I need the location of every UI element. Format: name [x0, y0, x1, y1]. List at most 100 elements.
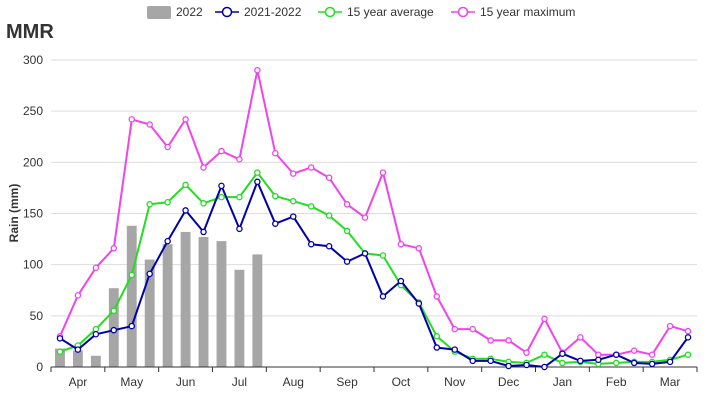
series-point	[684, 327, 692, 335]
x-tick-label: Oct	[392, 375, 411, 389]
series-point	[254, 169, 261, 176]
series-point	[666, 358, 674, 366]
bar-2022	[162, 244, 173, 367]
series-point	[182, 116, 189, 123]
series-point	[343, 258, 351, 265]
x-tick-label: Jun	[176, 375, 195, 389]
series-point	[595, 351, 602, 358]
legend: 2022 2021-2022 15 year average 15 year maxi…	[147, 5, 575, 19]
bar-2022	[55, 348, 65, 367]
series-point	[289, 170, 297, 177]
x-tick-label: Feb	[606, 375, 627, 389]
x-tick-label: May	[120, 375, 143, 389]
series-point	[541, 351, 548, 358]
series-point	[451, 346, 458, 353]
series-point	[254, 178, 261, 186]
y-tick-label: 250	[23, 104, 43, 118]
legend-marker	[324, 6, 336, 18]
series-point	[128, 271, 135, 279]
x-tick-label: Jul	[232, 375, 247, 389]
series-point	[469, 325, 476, 333]
series-point	[648, 360, 656, 368]
series-point	[487, 337, 494, 344]
series-point	[469, 357, 476, 365]
series-point	[164, 237, 171, 245]
bar-2022	[72, 350, 83, 367]
x-tick-label: Nov	[444, 375, 465, 389]
bar-2022	[90, 355, 101, 367]
axes: Apr May Jun Jul Aug Sep Oct Nov Dec Jan Feb Mar	[50, 366, 698, 389]
series-point	[307, 203, 315, 210]
series-point	[92, 264, 100, 271]
legend-marker	[457, 6, 469, 18]
series-point	[559, 350, 566, 357]
series-point	[379, 169, 387, 176]
series-point	[128, 322, 135, 330]
legend-swatch	[147, 6, 171, 19]
series-point	[505, 362, 512, 370]
series-point	[182, 207, 189, 214]
bar-series-2022	[55, 225, 263, 367]
series-point	[200, 228, 207, 236]
series-point	[110, 245, 118, 252]
series-point	[361, 214, 369, 221]
series-point	[433, 333, 441, 340]
series-point	[182, 181, 189, 189]
series-point	[236, 156, 243, 163]
chart-title: MMR	[6, 21, 54, 43]
series-point	[379, 293, 387, 300]
series-point	[523, 349, 530, 356]
series-point	[200, 200, 207, 207]
y-tick-label: 150	[23, 207, 43, 221]
series-point	[666, 322, 674, 330]
series-point	[307, 240, 315, 248]
series-point	[541, 363, 548, 371]
series-point	[272, 220, 279, 227]
x-tick-label: Dec	[498, 375, 519, 389]
series-point	[236, 193, 243, 201]
series-point	[505, 337, 512, 344]
y-tick-label: 50	[30, 309, 44, 323]
series-point	[613, 351, 620, 358]
series-point	[325, 174, 333, 181]
grid-lines: 0 50 100 150 200 250 300	[23, 53, 697, 374]
series-point	[218, 147, 225, 155]
series-point	[379, 252, 387, 259]
legend-label: 2022	[176, 5, 203, 19]
series-point	[451, 325, 458, 333]
series-point	[595, 356, 602, 364]
bar-2022	[234, 269, 245, 367]
series-point	[272, 149, 279, 157]
x-tick-label: Aug	[283, 375, 304, 389]
legend-marker	[221, 6, 233, 18]
series-point	[630, 347, 638, 354]
series-point	[289, 197, 297, 205]
series-point	[684, 351, 692, 358]
y-tick-label: 300	[23, 53, 43, 67]
series-point	[128, 116, 135, 123]
bar-2022	[216, 241, 227, 367]
series-point	[218, 182, 225, 190]
series-point	[56, 348, 64, 355]
bar-2022	[126, 225, 137, 367]
series-point	[74, 292, 82, 299]
series-point	[254, 66, 261, 74]
series-point	[110, 326, 118, 334]
x-tick-label: Apr	[69, 375, 88, 389]
legend-label: 15 year average	[347, 5, 434, 19]
series-point	[559, 359, 566, 367]
line-series	[56, 66, 692, 371]
series-point	[146, 121, 153, 128]
series-point	[343, 201, 351, 208]
legend-label: 15 year maximum	[480, 5, 575, 19]
series-point	[577, 334, 584, 341]
series-line	[59, 69, 689, 356]
series-point	[92, 331, 100, 338]
series-point	[433, 293, 441, 300]
series-point	[146, 201, 153, 208]
series-point	[613, 359, 620, 367]
series-point	[164, 143, 171, 151]
series-point	[397, 277, 405, 285]
series-point	[164, 198, 171, 206]
